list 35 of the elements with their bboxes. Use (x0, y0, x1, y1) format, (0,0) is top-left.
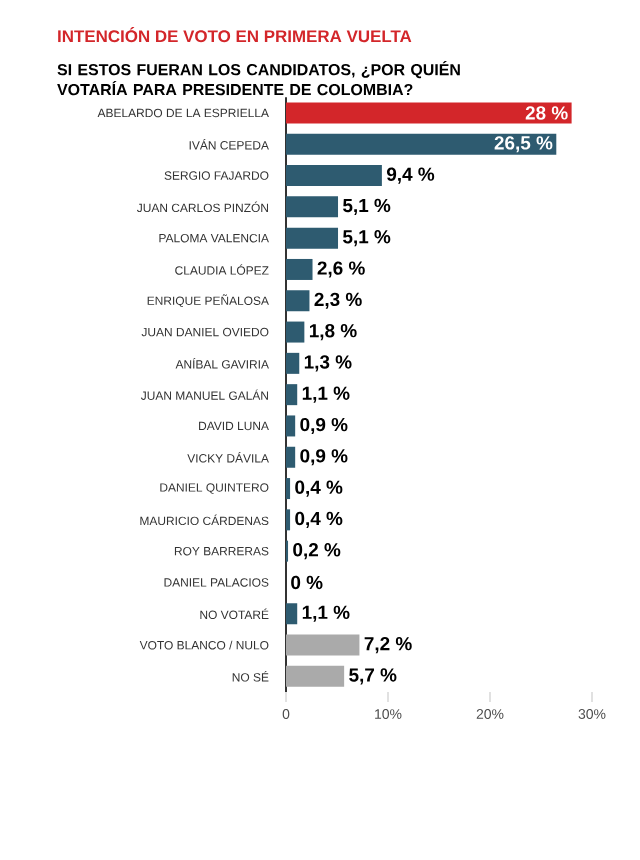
bar (286, 603, 298, 625)
data-label: 0,2 % (293, 543, 341, 560)
bar (286, 102, 572, 124)
data-label: 7,2 % (364, 636, 412, 654)
bar (286, 384, 298, 406)
data-label: 0,9 % (300, 449, 348, 466)
bar (286, 165, 382, 187)
bar (286, 258, 313, 280)
data-label: 9,4 % (386, 167, 435, 184)
data-label: 5,7 % (349, 668, 397, 685)
data-label: 1,1 % (302, 386, 350, 403)
data-label: 2,6 % (317, 261, 365, 278)
data-label: 0,4 % (295, 511, 343, 528)
data-label: 0,4 % (295, 480, 343, 497)
bar (286, 634, 360, 656)
bar (286, 133, 557, 155)
bar (286, 352, 300, 374)
data-label: 1,1 % (302, 605, 350, 622)
chart-title: INTENCIÓN DE VOTO EN PRIMERA VUELTA (58, 27, 412, 43)
bar (286, 321, 305, 343)
bar (286, 665, 345, 687)
data-label: 26,5 % (494, 136, 553, 153)
data-label: 2,3 % (314, 292, 362, 309)
data-label: 5,1 % (343, 198, 391, 215)
bar (286, 446, 296, 468)
data-label: 5,1 % (343, 230, 391, 247)
bar (286, 196, 339, 218)
bar (286, 227, 339, 249)
data-label: 1,3 % (304, 355, 352, 372)
data-label: 0 % (291, 575, 323, 590)
data-label: 1,8 % (309, 323, 357, 341)
data-label: 0,9 % (300, 417, 348, 435)
bar (286, 415, 296, 437)
bar (286, 290, 310, 312)
data-label: 28 % (525, 106, 568, 120)
